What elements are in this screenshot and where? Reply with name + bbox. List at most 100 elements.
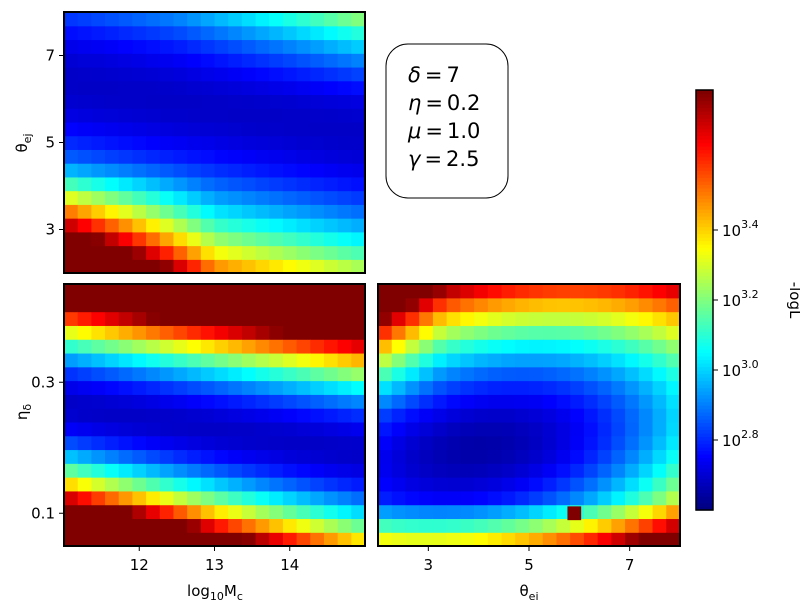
heatmap-cell (241, 204, 257, 219)
heatmap-cell (132, 325, 147, 340)
heatmap-cell (214, 39, 229, 54)
heatmap-cell (77, 380, 92, 395)
heatmap-cell (351, 39, 366, 54)
heatmap-cell (378, 421, 393, 437)
heatmap-cell (625, 311, 640, 326)
colorbar-segment (696, 240, 713, 245)
heatmap-cell (460, 339, 475, 354)
heatmap-cell (91, 149, 106, 164)
heatmap-cell (228, 490, 243, 506)
heatmap-cell (638, 284, 654, 299)
heatmap-cell (611, 297, 626, 313)
heatmap-cell (611, 408, 626, 423)
heatmap-cell (638, 339, 654, 354)
heatmap-cell (187, 325, 202, 340)
heatmap-cell (570, 352, 585, 368)
heatmap-cell (611, 339, 626, 354)
heatmap-cell (241, 463, 257, 478)
heatmap-cell (77, 325, 92, 340)
heatmap-cell (419, 297, 434, 313)
heatmap-cell (269, 366, 284, 382)
heatmap-cell (638, 297, 654, 313)
heatmap-cell (187, 477, 202, 492)
heatmap-cell (228, 339, 243, 354)
colorbar-segment (696, 370, 713, 375)
heatmap-cell (337, 108, 352, 123)
param-delta: δ = 7 (408, 63, 460, 87)
colorbar-segment (696, 198, 713, 203)
heatmap-cell (323, 518, 339, 533)
heatmap-cell (228, 121, 243, 137)
heatmap-cell (77, 477, 92, 492)
heatmap-cell (337, 366, 352, 382)
heatmap-cell (146, 366, 161, 382)
colorbar-tick-label: 103.2 (722, 288, 759, 310)
heatmap-cell (159, 66, 175, 82)
heatmap-cell (132, 311, 147, 326)
heatmap-cell (515, 449, 530, 464)
heatmap-cell (337, 518, 352, 533)
heatmap-cell (146, 435, 161, 451)
heatmap-cell (542, 504, 558, 520)
heatmap-cell (625, 435, 640, 451)
heatmap-cell (337, 352, 352, 368)
heatmap-cell (419, 394, 434, 409)
heatmap-cell (323, 352, 339, 368)
heatmap-cell (597, 311, 612, 326)
heatmap-cell (269, 297, 284, 313)
colorbar-segment (696, 293, 713, 298)
heatmap-cell (187, 25, 202, 41)
colorbar-segment (696, 492, 713, 497)
heatmap-cell (77, 12, 92, 27)
heatmap-cell (159, 394, 175, 409)
heatmap-cell (200, 297, 216, 313)
heatmap-cell (597, 297, 612, 313)
heatmap-cell (652, 380, 667, 395)
heatmap-cell (310, 394, 325, 409)
heatmap-cell (419, 477, 434, 492)
heatmap-cell (146, 135, 161, 150)
heatmap-cell (91, 297, 106, 313)
heatmap-cell (391, 408, 407, 423)
heatmap-cell (187, 504, 202, 520)
heatmap-cell (200, 245, 216, 260)
heatmap-cell (391, 518, 407, 533)
heatmap-cell (241, 490, 257, 506)
heatmap-cell (446, 449, 461, 464)
heatmap-cell (159, 421, 175, 437)
heatmap-cell (501, 477, 516, 492)
heatmap-cell (77, 504, 92, 520)
heatmap-cell (611, 325, 626, 340)
heatmap-cell (597, 366, 612, 382)
heatmap-cell (378, 325, 393, 340)
colorbar-segment (696, 282, 713, 287)
heatmap-cell (214, 463, 229, 478)
colorbar-segment (696, 289, 713, 294)
heatmap-cell (487, 297, 503, 313)
heatmap-cell (337, 449, 352, 464)
heatmap-cell (91, 284, 106, 299)
heatmap-cell (105, 284, 120, 299)
heatmap-cell (282, 421, 298, 437)
heatmap-cell (446, 532, 461, 547)
heatmap-cell (282, 121, 298, 137)
heatmap-cell (241, 94, 257, 109)
heatmap-cell (351, 163, 366, 178)
heatmap-cell (132, 149, 147, 164)
heatmap-cell (529, 284, 544, 299)
heatmap-cell (323, 490, 339, 506)
heatmap-cell (542, 394, 558, 409)
heatmap-cell (105, 176, 120, 192)
heatmap-cell (228, 311, 243, 326)
heatmap-cell (515, 339, 530, 354)
heatmap-cell (132, 463, 147, 478)
heatmap-cell (337, 463, 352, 478)
colorbar-segment (696, 317, 713, 322)
heatmap-cell (405, 477, 420, 492)
heatmap-cell (187, 135, 202, 150)
heatmap-cell (255, 149, 270, 164)
colorbar-segment (696, 482, 713, 487)
heatmap-cell (515, 366, 530, 382)
heatmap-cell (132, 204, 147, 219)
heatmap-cell (77, 53, 92, 68)
